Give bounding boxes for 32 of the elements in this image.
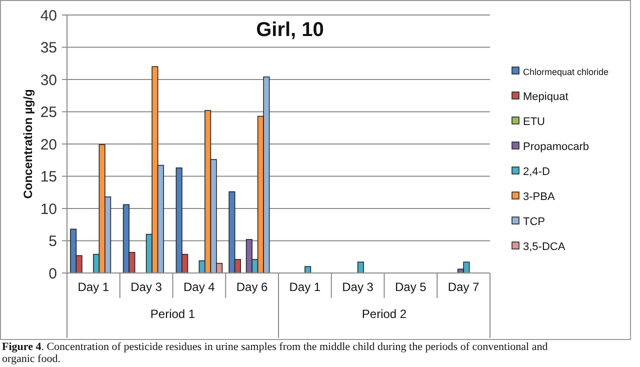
legend-label: 3,5-DCA <box>523 241 566 253</box>
x-tick-label: Day 3 <box>342 280 374 294</box>
y-axis-title: Concentration µg/g <box>21 89 35 199</box>
x-tick-label: Day 1 <box>78 280 110 294</box>
x-tick-label: Day 6 <box>236 280 268 294</box>
chart-title: Girl, 10 <box>256 19 324 41</box>
y-tick-label: 30 <box>40 72 57 89</box>
x-tick-label: Day 7 <box>448 280 480 294</box>
x-tick-label: Day 4 <box>184 280 216 294</box>
text: Period 1 <box>150 307 196 321</box>
legend-label: 3-PBA <box>523 191 556 203</box>
y-tick-label: 20 <box>40 136 57 154</box>
legend-label: TCP <box>523 216 545 228</box>
caption: Figure 4. Concentration of pesticide residues in urine samples from the middle child during the periods of conventional and organic food. <box>2 341 549 365</box>
x-tick-label: Day 1 <box>289 280 321 294</box>
y-tick-label: 25 <box>40 104 57 121</box>
legend-label: ETU <box>523 116 546 128</box>
y-tick-label: 0 <box>48 265 57 282</box>
y-tick-label: 10 <box>40 200 57 218</box>
legend-label: Propamocarb <box>523 141 590 153</box>
text: Period 2 <box>362 307 407 321</box>
y-tick-label: 35 <box>40 40 57 56</box>
x-tick-label: Day 5 <box>395 280 427 294</box>
bar <box>357 262 364 274</box>
y-tick-label: 5 <box>48 233 57 250</box>
bar <box>304 266 312 274</box>
legend-label: Mepiquat <box>523 91 568 103</box>
x-tick-label: Day 3 <box>130 280 162 294</box>
y-tick-label: 15 <box>40 168 57 186</box>
legend-label: Chlormequat chloride <box>523 67 609 77</box>
legend-label: 2,4-D <box>523 166 550 178</box>
y-tick-label: 40 <box>40 7 57 24</box>
